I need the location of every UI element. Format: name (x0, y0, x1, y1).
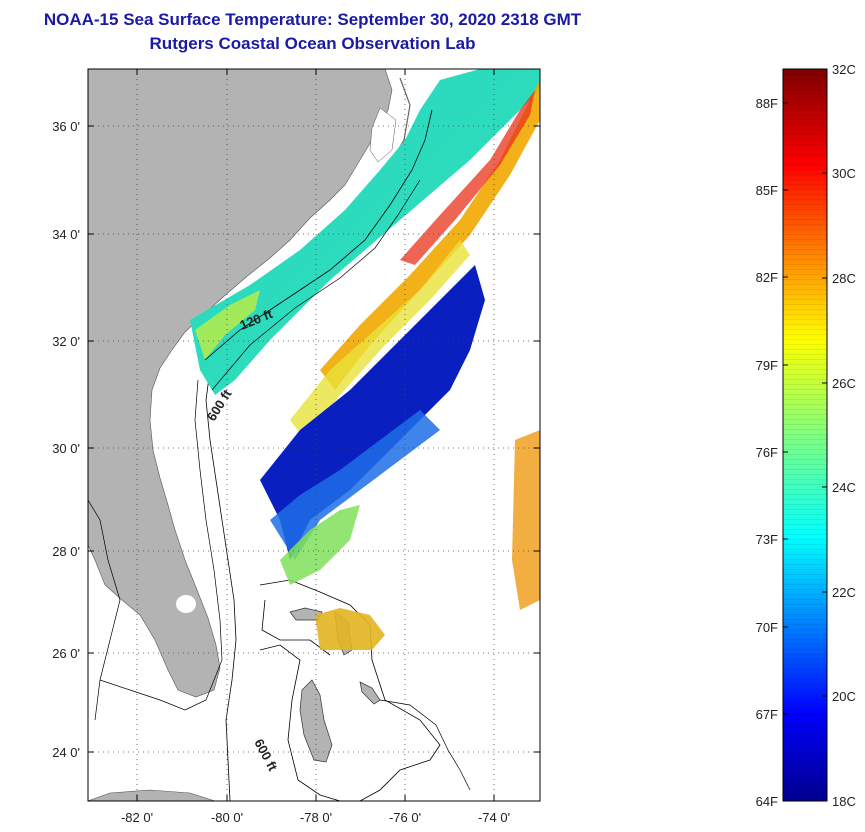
title-line-2: Rutgers Coastal Ocean Observation Lab (149, 34, 476, 53)
title-line-1: NOAA-15 Sea Surface Temperature: Septemb… (43, 10, 582, 29)
colorbar-ticks (783, 102, 827, 715)
lon-label-80: -80 0' (211, 810, 243, 825)
cb-label-79f: 79F (756, 358, 778, 373)
contour-gulf (88, 499, 121, 721)
cb-label-28c: 28C (832, 271, 856, 286)
contour-bahamas-bank (259, 579, 441, 801)
cb-label-85f: 85F (756, 183, 778, 198)
sst-lower-swath (280, 505, 360, 585)
sst-nearshore-warm (195, 290, 260, 360)
contour-carolina-shelf (204, 109, 433, 361)
lake-okeechobee (176, 595, 196, 613)
lat-label-28: 28 0' (52, 544, 80, 559)
lat-label-36: 36 0' (52, 119, 80, 134)
lon-label-78: -78 0' (300, 810, 332, 825)
lon-label-76: -76 0' (389, 810, 421, 825)
cb-label-82f: 82F (756, 270, 778, 285)
map-frame (87, 68, 541, 802)
cb-label-18c: 18C (832, 794, 856, 809)
colorbar-fahrenheit-labels: 88F 85F 82F 79F 76F 73F 70F 67F 64F (756, 96, 778, 809)
contour-florida-shelf (205, 369, 237, 801)
cb-label-22c: 22C (832, 585, 856, 600)
lat-label-30: 30 0' (52, 441, 80, 456)
sst-yellow-band (290, 240, 470, 440)
sst-gulf-stream-hot (400, 90, 535, 265)
sst-nearshore-band (190, 69, 540, 395)
longitude-labels: -82 0' -80 0' -78 0' -76 0' -74 0' (121, 810, 510, 825)
cb-label-24c: 24C (832, 480, 856, 495)
cb-label-32c: 32C (832, 62, 856, 77)
cb-label-76f: 76F (756, 445, 778, 460)
cb-label-67f: 67F (756, 707, 778, 722)
sst-swath (190, 69, 540, 650)
cb-label-64f: 64F (756, 794, 778, 809)
latitude-labels: 36 0' 34 0' 32 0' 30 0' 28 0' 26 0' 24 0… (52, 119, 80, 760)
pamlico-sound (369, 107, 397, 163)
cb-label-88f: 88F (756, 96, 778, 111)
cb-label-70f: 70F (756, 620, 778, 635)
colorbar-bands (783, 69, 827, 801)
land-eleuthera (359, 681, 381, 705)
lat-label-24: 24 0' (52, 745, 80, 760)
cb-label-73f: 73F (756, 532, 778, 547)
lat-label-32: 32 0' (52, 334, 80, 349)
sst-bahamas-patch (315, 608, 385, 650)
map-panel: 120 ft 600 ft 600 ft (52, 68, 541, 825)
land-cuba (88, 789, 216, 801)
sst-offshore-mid (270, 410, 440, 560)
colorbar-frame (782, 68, 828, 802)
land-andros-island (299, 679, 333, 763)
colorbar: 88F 85F 82F 79F 76F 73F 70F 67F 64F 32C … (756, 62, 856, 809)
frame-ticks (88, 69, 540, 801)
land-us-mainland (88, 69, 393, 698)
contour-florida-inner (99, 379, 223, 711)
colorbar-celsius-labels: 32C 30C 28C 26C 24C 22C 20C 18C (832, 62, 856, 809)
cb-label-26c: 26C (832, 376, 856, 391)
lon-label-82: -82 0' (121, 810, 153, 825)
graticule (88, 69, 540, 801)
lat-label-34: 34 0' (52, 227, 80, 242)
sst-gulf-stream-core (320, 80, 540, 390)
contour-carolina-outer (211, 179, 421, 391)
lon-label-74: -74 0' (478, 810, 510, 825)
cb-label-30c: 30C (832, 166, 856, 181)
map-title: NOAA-15 Sea Surface Temperature: Septemb… (0, 8, 625, 56)
cb-label-20c: 20C (832, 689, 856, 704)
lat-label-26: 26 0' (52, 646, 80, 661)
sst-east-edge (512, 430, 540, 610)
